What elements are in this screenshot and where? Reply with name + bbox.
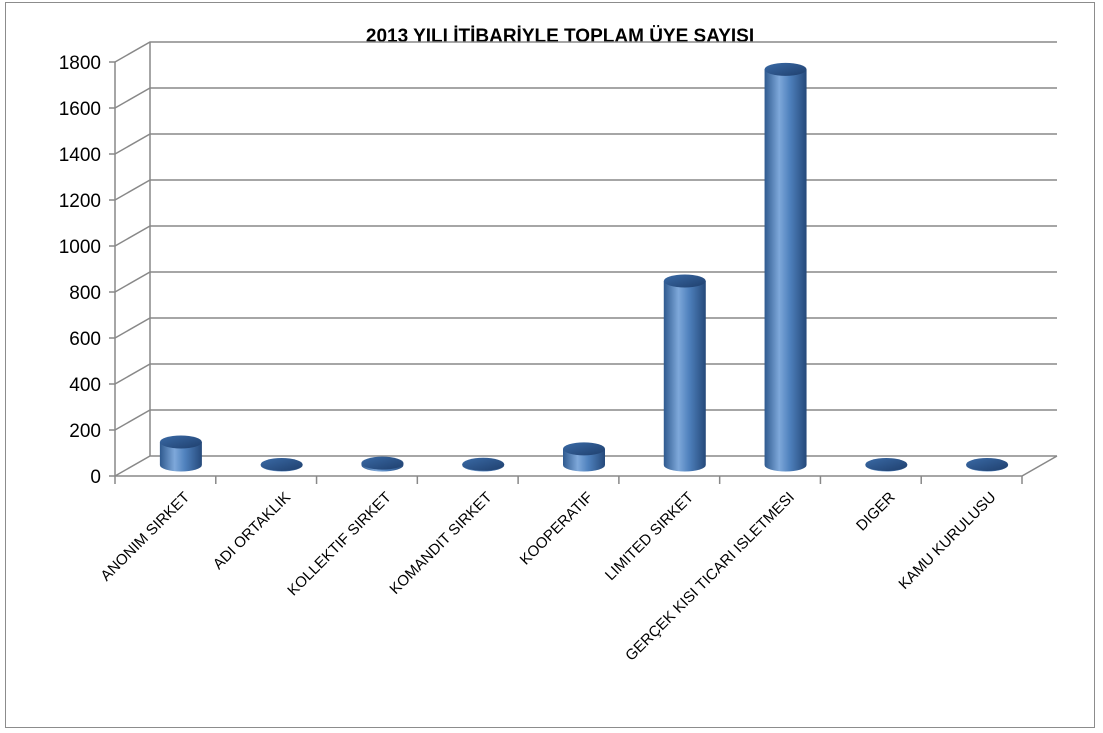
x-tick-label: GERÇEK KISI TICARI ISLETMESI: [622, 489, 798, 665]
gridline: [114, 179, 1057, 201]
x-tick-label: KOLLEKTIF SIRKET: [284, 489, 394, 599]
x-tick-label: ADI ORTAKLIK: [210, 489, 294, 573]
bar-top: [361, 456, 404, 470]
gridline: [114, 271, 1057, 293]
gridline: [114, 317, 1057, 339]
bar: [159, 435, 202, 472]
bar-body: [159, 442, 202, 472]
gridline: [114, 225, 1057, 247]
chart-frame: [5, 2, 1095, 728]
bar-body: [663, 281, 706, 472]
y-tick-label: 1800: [59, 53, 101, 74]
y-tick-label: 1600: [59, 99, 101, 120]
bars: [159, 62, 1009, 472]
x-tick-label: KOMANDIT SIRKET: [386, 489, 495, 598]
bar-top: [563, 442, 605, 456]
y-tick-labels: 0 200 400 600 800 1000 1200 1400 1600 1800: [59, 53, 101, 488]
x-tick-label: KOOPERATIF: [517, 489, 597, 569]
bar-top: [865, 458, 908, 472]
x-tick-label: ANONIM SIRKET: [98, 489, 194, 585]
bar: [563, 442, 605, 472]
bar: [663, 274, 706, 472]
gridline: [114, 87, 1057, 109]
y-tick-label: 200: [69, 421, 101, 442]
bar-top: [462, 457, 505, 471]
bar-top: [260, 458, 303, 472]
bar: [966, 458, 1009, 472]
x-tick-label: DIGER: [853, 489, 899, 535]
chart-title: 2013 YILI İTİBARİYLE TOPLAM ÜYE SAYISI: [366, 26, 754, 47]
y-tick-label: 1400: [59, 145, 101, 166]
bar-top: [966, 458, 1009, 472]
y-tick-label: 1000: [59, 237, 101, 258]
y-tick-label: 400: [69, 375, 101, 396]
axes: [109, 42, 1058, 484]
x-tick-label: KAMU KURULUSU: [895, 489, 999, 593]
y-tick-label: 0: [90, 467, 101, 488]
bar-top: [764, 62, 807, 76]
y-tick-label: 800: [69, 283, 101, 304]
bar: [865, 458, 908, 472]
bar-top: [159, 435, 202, 449]
bar-body: [764, 69, 807, 472]
bar-top: [663, 274, 706, 288]
bar: [462, 457, 505, 472]
x-tick-label: LIMITED SIRKET: [602, 489, 697, 584]
gridline: [114, 409, 1057, 431]
bar: [361, 456, 404, 472]
bar: [260, 458, 303, 472]
y-tick-label: 1200: [59, 191, 101, 212]
gridline: [114, 133, 1057, 155]
gridlines: [114, 41, 1057, 477]
bar: [764, 62, 807, 472]
gridline: [114, 363, 1057, 385]
y-tick-label: 600: [69, 329, 101, 350]
bar-body: [563, 448, 605, 472]
